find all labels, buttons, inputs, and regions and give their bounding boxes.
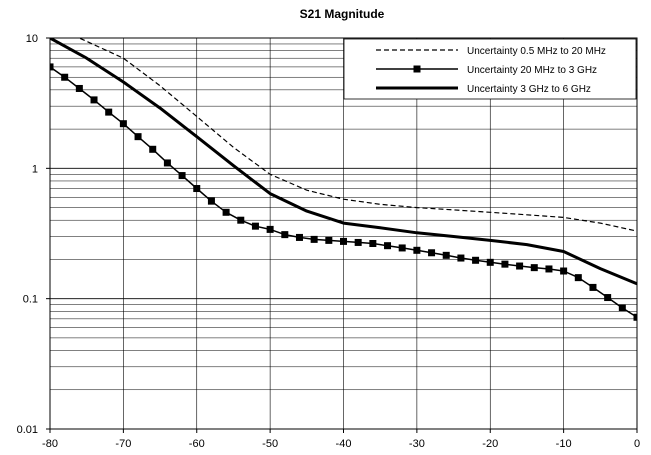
series-2-marker bbox=[618, 304, 626, 312]
series-line-1 bbox=[77, 38, 637, 232]
series-2-marker bbox=[178, 172, 186, 180]
legend-label-2: Uncertainty 20 MHz to 3 GHz bbox=[467, 65, 597, 76]
x-tick-label: -60 bbox=[189, 438, 205, 450]
series-2-marker bbox=[281, 231, 289, 239]
series-2-marker bbox=[266, 225, 274, 233]
series-2-marker bbox=[75, 84, 83, 92]
series-2-marker bbox=[90, 96, 98, 104]
series-2-marker bbox=[501, 260, 509, 268]
series-2-marker bbox=[340, 237, 347, 245]
series-2-marker bbox=[516, 262, 524, 270]
series-2-marker bbox=[457, 254, 465, 262]
series-2-marker bbox=[413, 246, 421, 254]
legend-label-1: Uncertainty 0.5 MHz to 20 MHz bbox=[467, 46, 606, 57]
series-2-marker bbox=[149, 145, 157, 153]
series-2-marker bbox=[633, 313, 637, 321]
x-tick-label: -20 bbox=[482, 438, 498, 450]
series-2-marker bbox=[222, 208, 230, 216]
series-2-marker bbox=[61, 73, 69, 81]
series-2-marker bbox=[251, 222, 259, 230]
series-2-marker bbox=[163, 159, 171, 167]
legend-label-3: Uncertainty 3 GHz to 6 GHz bbox=[467, 84, 591, 95]
series-2-marker bbox=[369, 240, 377, 248]
series-2-marker bbox=[119, 120, 127, 128]
series-2-marker bbox=[545, 265, 553, 273]
y-axis-ticks: 0.01 0.1 1 10 bbox=[17, 33, 50, 436]
series-2-marker bbox=[472, 256, 480, 264]
series-2-marker bbox=[442, 251, 450, 259]
series-2-marker bbox=[105, 108, 113, 116]
x-tick-label: -40 bbox=[336, 438, 352, 450]
series-2-marker bbox=[574, 274, 582, 282]
series-2-marker bbox=[50, 63, 54, 71]
series-2-marker bbox=[428, 249, 436, 257]
series-2-marker bbox=[398, 244, 406, 252]
series-2-marker bbox=[354, 238, 362, 246]
series-2-marker bbox=[530, 264, 538, 272]
series-layer bbox=[50, 38, 637, 321]
y-tick-label: 1 bbox=[32, 163, 38, 175]
grid bbox=[49, 38, 638, 430]
x-tick-label: -50 bbox=[262, 438, 278, 450]
series-2-marker bbox=[384, 242, 392, 250]
chart-title: S21 Magnitude bbox=[300, 7, 385, 21]
x-tick-label: 0 bbox=[634, 438, 640, 450]
x-tick-label: -80 bbox=[42, 438, 58, 450]
y-tick-label: 0.01 bbox=[17, 424, 38, 436]
x-tick-label: -30 bbox=[409, 438, 425, 450]
series-2-marker bbox=[237, 216, 245, 224]
series-2-marker bbox=[560, 267, 568, 275]
series-2-marker bbox=[325, 236, 333, 244]
x-tick-label: -70 bbox=[115, 438, 131, 450]
x-tick-label: -10 bbox=[556, 438, 572, 450]
series-2-marker bbox=[193, 185, 201, 193]
series-2-marker bbox=[134, 133, 142, 141]
series-2-marker bbox=[310, 235, 318, 243]
series-2-marker bbox=[589, 283, 597, 291]
x-axis-ticks: -80 -70 -60 -50 -40 -30 -20 -10 0 bbox=[42, 429, 640, 450]
legend-swatch-marker bbox=[413, 65, 421, 73]
y-tick-label: 10 bbox=[26, 33, 38, 45]
series-line-3 bbox=[50, 38, 637, 286]
series-2-marker bbox=[604, 294, 612, 302]
series-2-marker bbox=[295, 233, 303, 241]
series-2-marker bbox=[207, 197, 215, 205]
y-tick-label: 0.1 bbox=[23, 294, 38, 306]
series-2-marker bbox=[486, 258, 494, 266]
legend: Uncertainty 0.5 MHz to 20 MHz Uncertainty… bbox=[343, 38, 637, 100]
